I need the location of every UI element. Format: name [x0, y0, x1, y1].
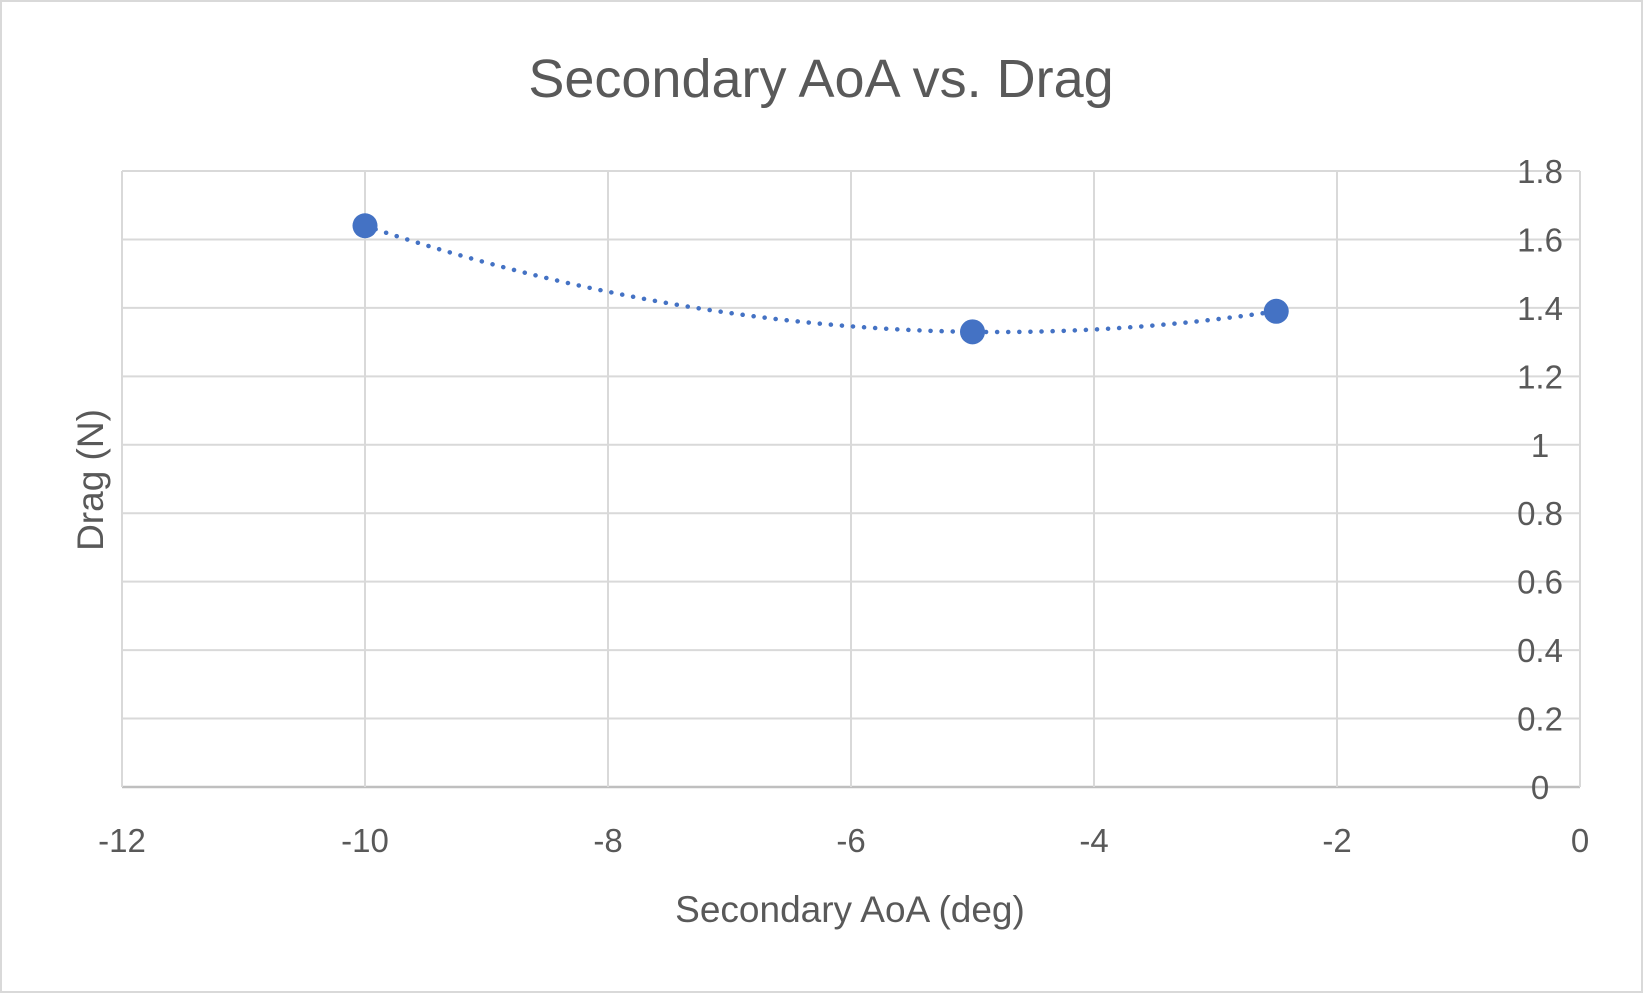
- trendline: [362, 223, 1279, 335]
- y-tick-label: 0.6: [1517, 564, 1563, 601]
- data-point: [1263, 298, 1289, 324]
- x-tick-label: 0: [1571, 822, 1589, 859]
- chart-title: Secondary AoA vs. Drag: [528, 49, 1113, 109]
- y-tick-label: 0.8: [1517, 495, 1563, 532]
- trendline-path: [362, 223, 1279, 335]
- x-tick-label: -10: [341, 822, 389, 859]
- x-tick-label: -2: [1322, 822, 1351, 859]
- y-tick-label: 0.2: [1517, 701, 1563, 738]
- data-point: [352, 213, 378, 239]
- y-tick-label: 1.2: [1517, 358, 1563, 395]
- y-tick-label: 0.4: [1517, 632, 1563, 669]
- y-tick-label: 0: [1531, 769, 1549, 806]
- y-tick-label: 1.4: [1517, 290, 1563, 327]
- x-axis-title: Secondary AoA (deg): [675, 889, 1025, 930]
- x-tick-label: -8: [593, 822, 622, 859]
- gridlines: [121, 170, 1581, 789]
- x-tick-label: -4: [1079, 822, 1108, 859]
- y-tick-label: 1.6: [1517, 221, 1563, 258]
- tick-labels: 0 0.2 0.4 0.6 0.8 1 1.2 1.4 1.6 1.8 -12 -10 -8 -6 -4 -2…: [98, 153, 1589, 859]
- y-axis-title: Drag (N): [70, 409, 111, 551]
- y-tick-label: 1: [1531, 427, 1549, 464]
- y-tick-label: 1.8: [1517, 153, 1563, 190]
- data-point: [960, 319, 985, 345]
- data-points: [352, 213, 1289, 345]
- x-tick-label: -6: [836, 822, 865, 859]
- x-tick-label: -12: [98, 822, 146, 859]
